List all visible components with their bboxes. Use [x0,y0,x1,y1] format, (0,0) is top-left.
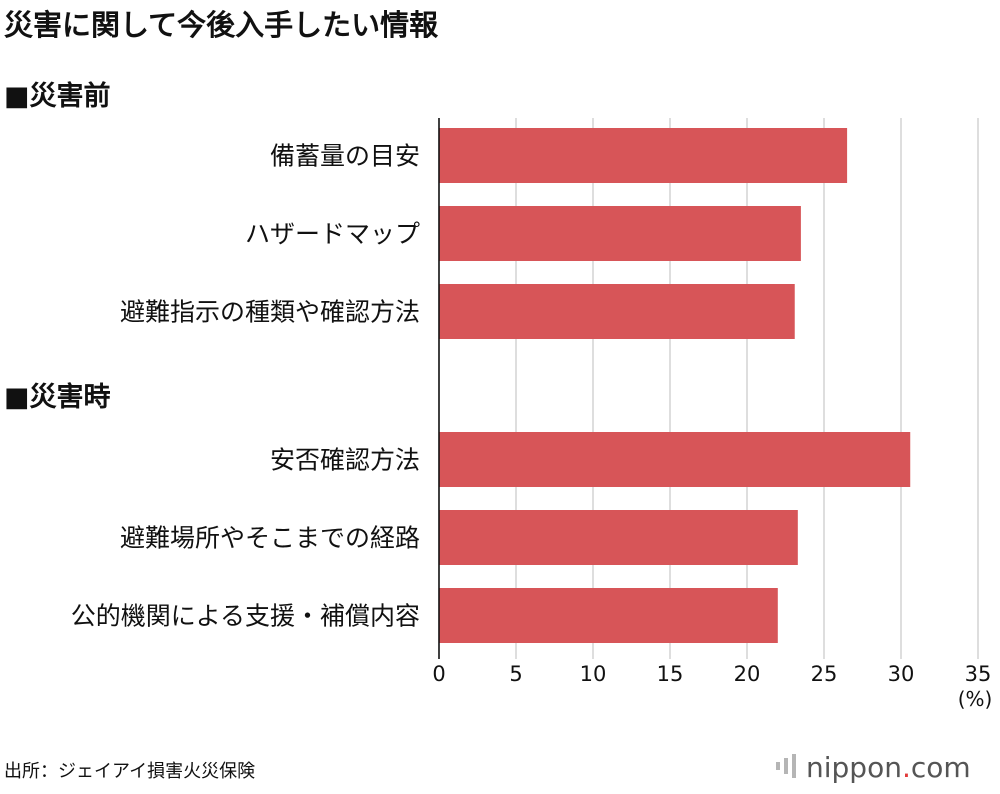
bar [439,284,795,339]
category-label: ハザードマップ [245,220,420,249]
logo-mark-icon [776,754,796,778]
logo-text-dot: . [902,751,911,784]
logo-text: nippon.com [806,751,971,784]
logo-stripe [784,758,788,774]
x-axis-unit: (%) [958,687,993,711]
source-note: 出所：ジェイアイ損害火災保険 [4,761,255,782]
logo-text-main: nippon [806,751,902,784]
category-label: 避難場所やそこまでの経路 [120,524,420,553]
chart-title: 災害に関して今後入手したい情報 [4,8,439,42]
category-label: 避難指示の種類や確認方法 [120,298,420,327]
x-tick-label: 30 [888,662,915,686]
category-label: 備蓄量の目安 [270,142,420,171]
x-tick-label: 25 [811,662,838,686]
bar [439,588,778,643]
logo-text-tail: com [911,751,971,784]
gridlines [515,118,979,659]
bar [439,206,801,261]
x-tick-label: 0 [432,662,445,686]
logo-stripe [792,754,796,778]
x-tick-label: 20 [734,662,761,686]
group-header: ■災害時 [4,381,111,413]
x-tick-label: 10 [580,662,607,686]
bar [439,128,848,183]
x-tick-label: 35 [965,662,992,686]
x-tick-label: 15 [657,662,684,686]
bars [439,128,911,643]
logo-stripe [776,762,780,770]
category-labels: 備蓄量の目安ハザードマップ避難指示の種類や確認方法安否確認方法避難場所やそこまで… [71,142,420,631]
group-headers: ■災害前 ■災害時 [4,80,111,413]
category-label: 安否確認方法 [270,446,420,475]
x-axis: 0 5 10 15 20 25 30 35 [432,118,991,686]
group-header: ■災害前 [4,80,111,112]
category-label: 公的機関による支援・補償内容 [71,602,420,631]
bar [439,510,798,565]
bar [439,432,911,487]
nippon-logo: nippon.com [776,751,971,784]
x-tick-label: 5 [509,662,522,686]
